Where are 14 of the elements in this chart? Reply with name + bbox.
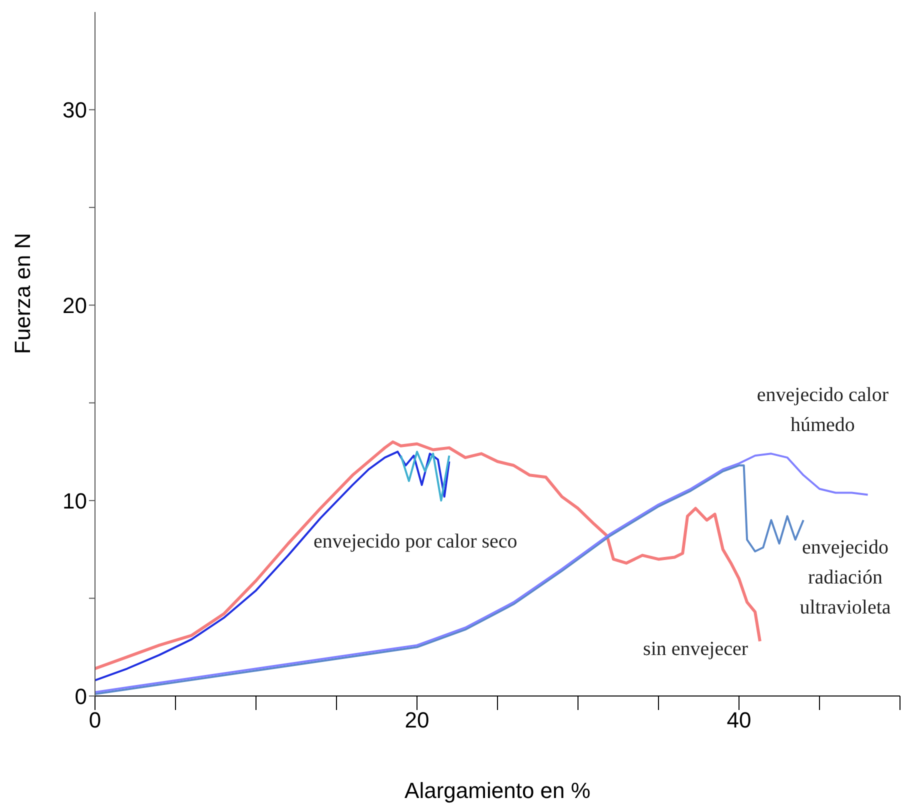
y-tick-label: 10 (62, 488, 87, 514)
y-tick-label: 0 (74, 684, 87, 709)
line-series (95, 440, 762, 670)
annotation: sin envejecer (643, 638, 748, 660)
annotation: envejecido radiación ultravioleta (800, 536, 891, 618)
y-axis-title: Fuerza en N (10, 232, 35, 354)
annotation: envejecido calor húmedo (756, 384, 889, 436)
x-tick-label: 20 (404, 708, 430, 733)
y-tick-label: 20 (62, 292, 87, 318)
y-tick-label: 30 (62, 98, 87, 123)
annotation: envejecido por calor seco (313, 530, 518, 552)
x-axis-title: Alargamiento en % (404, 778, 590, 803)
x-tick-label: 40 (726, 708, 752, 733)
line-series (400, 450, 450, 502)
